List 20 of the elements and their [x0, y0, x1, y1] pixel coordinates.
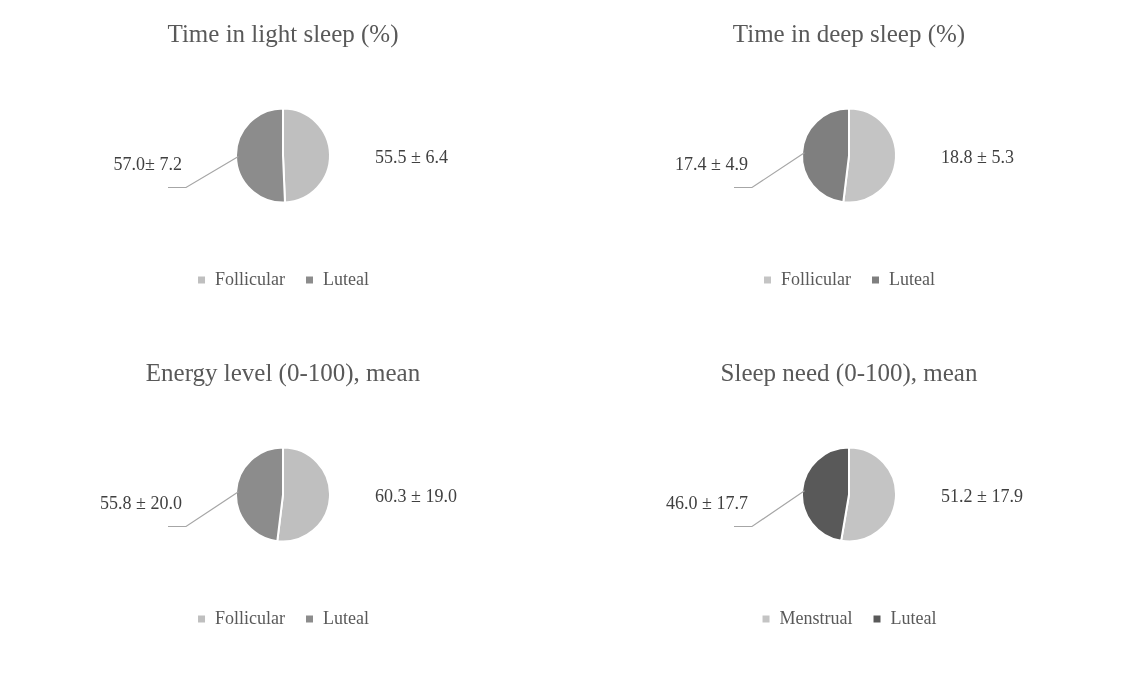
chart-title: Sleep need (0-100), mean: [720, 358, 978, 387]
data-label: 18.8 ± 5.3: [941, 147, 1014, 168]
data-label: 57.0± 7.2: [113, 154, 182, 175]
data-label: 46.0 ± 17.7: [666, 493, 748, 514]
legend-label: Follicular: [781, 268, 852, 289]
legend-label: Luteal: [323, 268, 369, 289]
data-label: 60.3 ± 19.0: [375, 486, 457, 507]
data-label: 51.2 ± 17.9: [941, 486, 1023, 507]
legend-label: Menstrual: [779, 607, 853, 628]
data-label: 55.5 ± 6.4: [375, 147, 448, 168]
legend-label: Follicular: [215, 268, 286, 289]
legend-label: Luteal: [890, 607, 937, 628]
data-label: 55.8 ± 20.0: [100, 493, 182, 514]
chart-title: Time in deep sleep (%): [732, 19, 966, 48]
chart-title: Energy level (0-100), mean: [145, 358, 421, 387]
legend-label: Luteal: [889, 268, 935, 289]
data-label: 17.4 ± 4.9: [675, 154, 748, 175]
legend-label: Follicular: [215, 607, 286, 628]
chart-title: Time in light sleep (%): [167, 19, 399, 48]
legend-label: Luteal: [323, 607, 369, 628]
